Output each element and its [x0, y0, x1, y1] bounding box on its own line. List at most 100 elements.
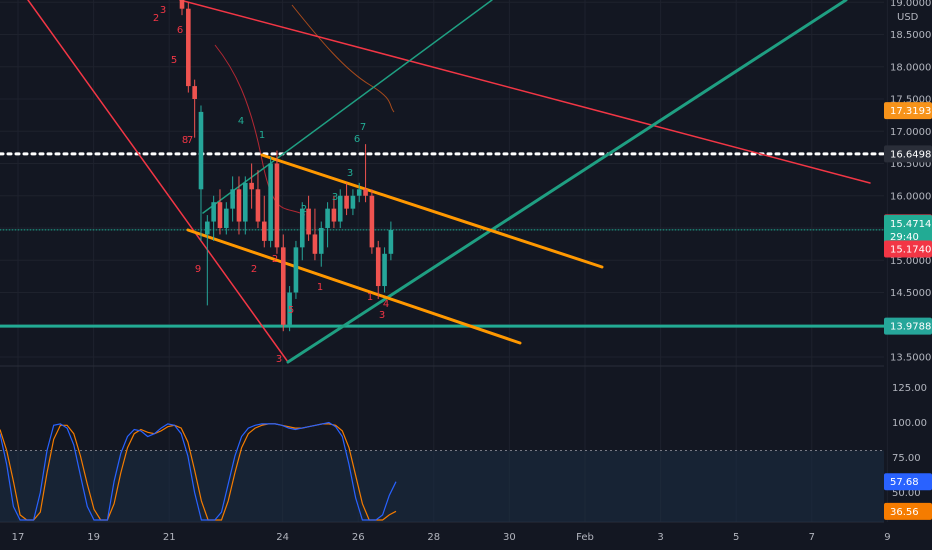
- candle-body: [325, 208, 330, 228]
- candle[interactable]: [236, 176, 242, 235]
- green-upper-channel-line: [202, 0, 493, 214]
- time-tick-label: 5: [733, 532, 739, 543]
- time-tick-label: 26: [352, 532, 365, 543]
- moving-averages: [214, 4, 395, 216]
- price-badge-sub: 29:40: [890, 232, 919, 243]
- candle[interactable]: [192, 79, 197, 138]
- sequence-count-label: 8: [182, 135, 188, 146]
- candle-body: [261, 221, 267, 241]
- candle[interactable]: [280, 234, 286, 332]
- candle[interactable]: [306, 195, 311, 241]
- time-tick-label: 19: [87, 532, 100, 543]
- candle[interactable]: [325, 202, 330, 248]
- price-badges: 17.319316.649815.579415.471429:4015.1740…: [884, 102, 932, 520]
- candle-body: [293, 247, 299, 293]
- candle[interactable]: [224, 202, 229, 235]
- candle[interactable]: [382, 247, 387, 293]
- price-badge-bg: [884, 317, 932, 335]
- moving-average-red: [214, 44, 306, 216]
- candle-body: [382, 253, 387, 287]
- candle[interactable]: [211, 195, 216, 241]
- candle[interactable]: [369, 189, 375, 254]
- candle-body: [243, 182, 248, 222]
- candle[interactable]: [318, 221, 324, 267]
- time-tick-label: 7: [809, 532, 815, 543]
- sequence-count-label: 2: [301, 204, 307, 215]
- oscillator-tick-label: 125.00: [892, 383, 927, 394]
- candle[interactable]: [186, 2, 191, 93]
- trendline-drawings[interactable]: [0, 0, 886, 364]
- price-tick-label: 13.5000: [890, 353, 931, 364]
- candle-body: [211, 202, 216, 222]
- candle-body: [375, 247, 381, 287]
- candle[interactable]: [179, 0, 185, 16]
- candle-body: [318, 228, 324, 254]
- oscillator-badge: 36.56: [884, 502, 932, 520]
- candlestick-series[interactable]: [179, 0, 394, 332]
- candle[interactable]: [388, 221, 394, 261]
- time-tick-label: 3: [657, 532, 663, 543]
- sequence-count-label: 3: [160, 5, 166, 16]
- red-long-resistance-line: [179, 0, 871, 184]
- candle[interactable]: [375, 240, 381, 299]
- candle[interactable]: [337, 189, 343, 228]
- price-tick-label: 14.5000: [890, 288, 931, 299]
- candle[interactable]: [249, 163, 254, 209]
- sequence-count-label: 3: [347, 168, 353, 179]
- candle[interactable]: [243, 176, 248, 235]
- time-tick-label: 28: [427, 532, 440, 543]
- candle[interactable]: [261, 195, 267, 248]
- candle-body: [230, 189, 235, 209]
- candle[interactable]: [299, 202, 305, 261]
- candle[interactable]: [255, 169, 261, 228]
- time-tick-label: 24: [276, 532, 289, 543]
- price-badge: 15.1740: [884, 240, 932, 258]
- candle-body: [344, 195, 349, 209]
- time-tick-label: 30: [503, 532, 516, 543]
- sequence-count-label: 7: [187, 135, 193, 146]
- candle[interactable]: [205, 215, 210, 306]
- time-tick-label: Feb: [576, 532, 594, 543]
- candle[interactable]: [350, 189, 356, 216]
- orange-channel-bottom: [186, 228, 522, 345]
- candle[interactable]: [274, 150, 280, 254]
- oscillator-badge-bg: [884, 473, 932, 491]
- oscillator-badge-label: 57.68: [890, 477, 919, 488]
- candle[interactable]: [344, 182, 349, 216]
- candle-body: [369, 195, 375, 248]
- candle[interactable]: [230, 176, 235, 222]
- time-axis[interactable]: 17 19 21 24 26 28 30 Feb 3 5 7 9: [12, 532, 891, 543]
- candle-body: [217, 202, 223, 228]
- candle-body: [255, 189, 261, 222]
- red-descending-trendline: [27, 0, 289, 363]
- price-badge: 13.9788: [884, 317, 932, 335]
- sequence-count-label: 1: [317, 282, 323, 293]
- candle-body: [179, 0, 185, 9]
- price-badge-label: 15.4714: [890, 219, 931, 230]
- candle-body: [388, 229, 394, 254]
- candle[interactable]: [268, 157, 273, 248]
- oscillator-badge-label: 36.56: [890, 507, 919, 518]
- candle[interactable]: [363, 144, 368, 203]
- candle[interactable]: [217, 189, 223, 235]
- price-tick-label: 15.0000: [890, 256, 931, 267]
- candle-body: [337, 195, 343, 222]
- candle[interactable]: [356, 182, 362, 203]
- oscillator-d-line: [0, 423, 397, 521]
- price-badge-label: 15.1740: [890, 245, 931, 256]
- oscillator-k-line: [0, 421, 397, 521]
- candle[interactable]: [312, 208, 318, 261]
- price-tick-label: 16.5000: [890, 159, 931, 170]
- candle-body: [224, 208, 229, 228]
- sequence-count-label: 2: [251, 264, 257, 275]
- price-tick-label: 19.0000: [890, 0, 931, 9]
- sequence-count-label: 6: [177, 25, 183, 36]
- candle[interactable]: [287, 286, 292, 332]
- candle[interactable]: [198, 105, 204, 241]
- candle[interactable]: [331, 195, 337, 228]
- candle-body: [350, 195, 356, 209]
- candle[interactable]: [293, 240, 299, 299]
- sequence-count-label: 1: [259, 130, 265, 141]
